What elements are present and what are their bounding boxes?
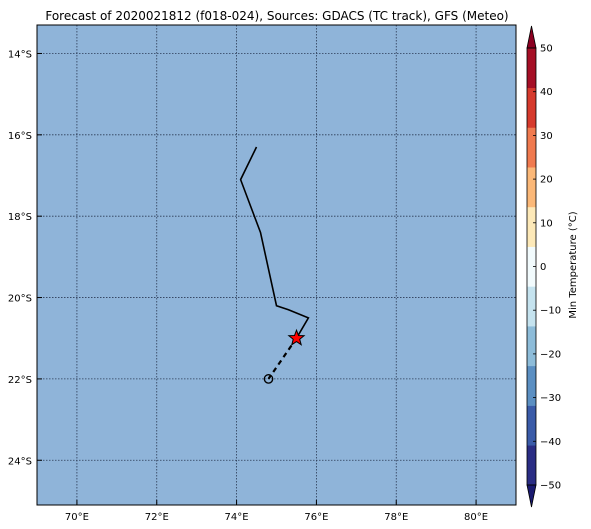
lon-tick-label: 72°E — [145, 512, 169, 523]
colorbar-ticks: 50 40 30 20 10 0 −10 −20 −30 −40 −50 — [533, 44, 561, 492]
colorbar-segment — [527, 167, 536, 208]
colorbar-segment — [527, 405, 536, 446]
colorbar-segment — [527, 365, 536, 406]
colorbar-tick-label: −40 — [540, 437, 561, 448]
map-frame — [36, 24, 517, 506]
ocean-background — [37, 25, 516, 505]
lat-tick-label: 14°S — [8, 49, 32, 60]
graticule — [37, 25, 516, 505]
colorbar-tick-label: −30 — [540, 393, 561, 404]
lon-tick-label: 78°E — [384, 512, 408, 523]
colorbar-segment — [527, 48, 536, 89]
colorbar — [526, 25, 537, 508]
colorbar-tick-label: 50 — [540, 44, 553, 55]
colorbar-tick-label: 0 — [540, 262, 546, 273]
figure-title: Forecast of 2020021812 (f018-024), Sourc… — [45, 9, 508, 23]
lon-tick-label: 76°E — [304, 512, 328, 523]
colorbar-tick-label: 40 — [540, 87, 553, 98]
colorbar-segment — [527, 87, 536, 128]
colorbar-segment — [527, 206, 536, 247]
colorbar-label: Min Temperature (°C) — [568, 211, 579, 318]
lat-tick-label: 18°S — [8, 212, 32, 223]
colorbar-tick-label: 10 — [540, 218, 553, 229]
colorbar-tick-label: −20 — [540, 349, 561, 360]
longitude-ticks: 70°E 72°E 74°E 76°E 78°E 80°E — [65, 500, 488, 523]
tc-markers — [263, 328, 306, 384]
colorbar-tick-label: 30 — [540, 131, 553, 142]
lon-tick-label: 80°E — [464, 512, 488, 523]
colorbar-tick-label: −50 — [540, 481, 561, 492]
latitude-ticks: 14°S 16°S 18°S 20°S 22°S 24°S — [8, 49, 42, 467]
colorbar-segment — [527, 286, 536, 327]
lat-tick-label: 22°S — [8, 375, 32, 386]
tc-track — [239, 146, 310, 380]
colorbar-segment — [527, 246, 536, 287]
lon-tick-label: 74°E — [225, 512, 249, 523]
lat-tick-label: 16°S — [8, 131, 32, 142]
lat-tick-label: 24°S — [8, 456, 32, 467]
colorbar-segment — [527, 326, 536, 367]
lon-tick-label: 70°E — [65, 512, 89, 523]
star-icon — [287, 328, 306, 346]
colorbar-tick-label: 20 — [540, 175, 553, 186]
colorbar-tick-label: −10 — [540, 306, 561, 317]
colorbar-segment — [527, 445, 536, 486]
circle-icon — [263, 374, 274, 384]
colorbar-segment — [527, 127, 536, 168]
past-track-line — [239, 146, 310, 339]
lat-tick-label: 20°S — [8, 294, 32, 305]
colorbar-extend-top — [526, 25, 537, 49]
colorbar-extend-bottom — [526, 484, 537, 508]
